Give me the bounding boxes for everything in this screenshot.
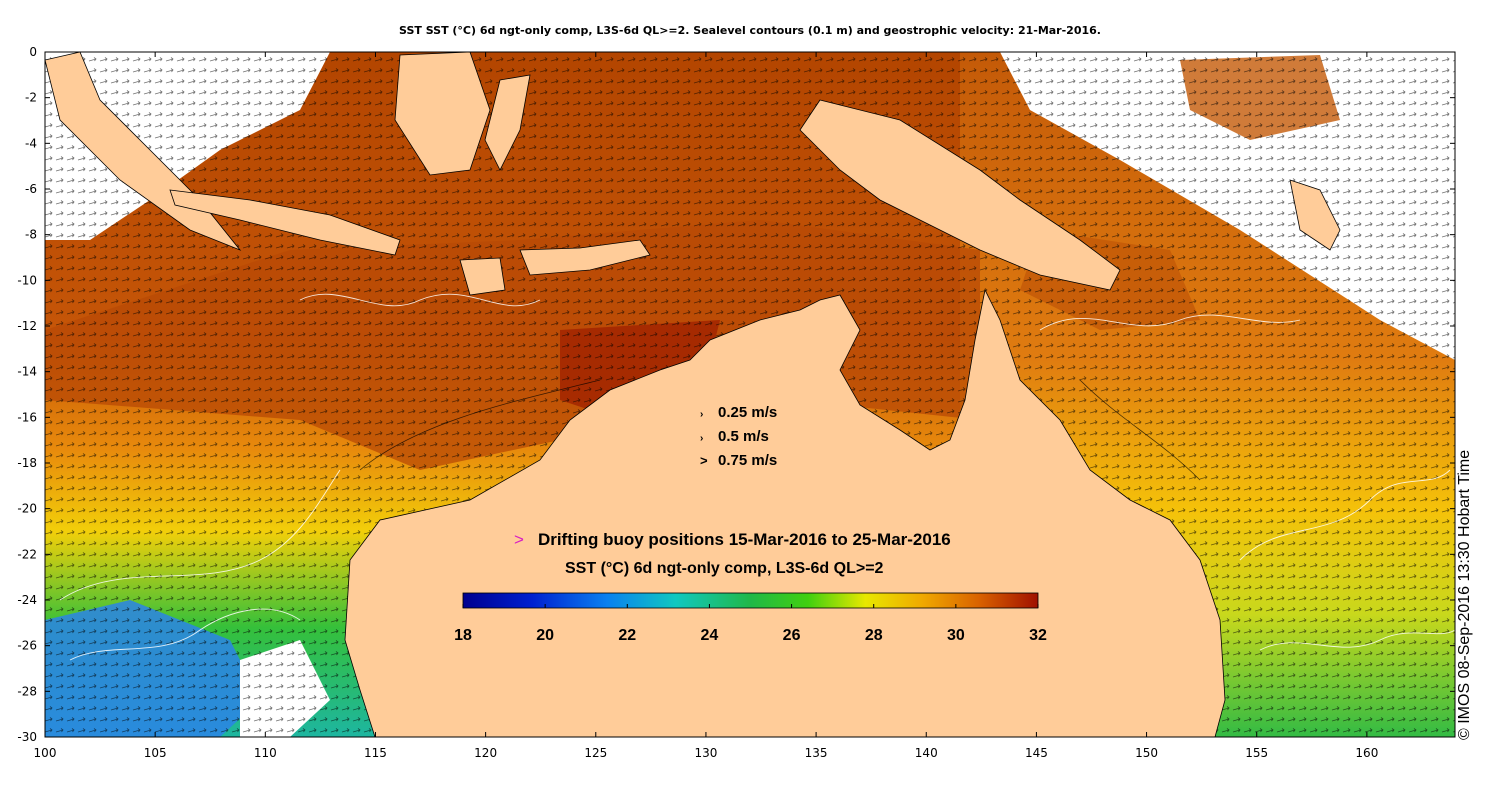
colorbar-tick-label: 26	[783, 627, 801, 644]
x-tick-label: 145	[1025, 746, 1048, 760]
java-land	[169, 189, 401, 256]
x-tick-label: 115	[364, 746, 387, 760]
x-tick-label: 105	[144, 746, 167, 760]
y-tick-label: -20	[17, 502, 37, 516]
y-tick-label: -22	[17, 547, 37, 561]
buoy-legend-label: Drifting buoy positions 15-Mar-2016 to 2…	[537, 530, 951, 549]
colorbar-tick-label: 30	[947, 627, 965, 644]
y-tick-label: -2	[25, 91, 37, 105]
velocity-label: 0.25 m/s	[718, 404, 778, 421]
colorbar-title: SST (°C) 6d ngt-only comp, L3S-6d QL>=2	[565, 560, 884, 577]
y-tick-label: -4	[25, 136, 37, 150]
x-axis: 100 105 110 115 120 125 130 135 140 145 150 155 160	[34, 52, 1378, 760]
y-tick-label: -24	[17, 593, 37, 607]
velocity-legend-row: › 0.5 m/s	[700, 428, 769, 445]
solomon-islands-land	[1289, 179, 1341, 251]
colorbar-tick-label: 18	[454, 627, 472, 644]
x-tick-label: 110	[254, 746, 277, 760]
colorbar-tick-label: 28	[865, 627, 883, 644]
y-axis: 0 -2 -4 -6 -8 -10 -12 -14 -16 -18 -20 -22 -24 -26 -28 -…	[17, 45, 1455, 744]
velocity-legend-row: >0.75 m/s	[700, 452, 777, 469]
map-field	[45, 52, 1455, 737]
x-tick-label: 120	[474, 746, 497, 760]
y-tick-label: -6	[25, 182, 37, 196]
x-tick-label: 160	[1355, 746, 1378, 760]
y-tick-label: -14	[17, 365, 37, 379]
x-tick-label: 135	[805, 746, 828, 760]
colorbar-tick-label: 24	[701, 627, 719, 644]
buoy-legend: > Drifting buoy positions 15-Mar-2016 to …	[514, 530, 951, 550]
velocity-label: 0.5 m/s	[718, 428, 769, 445]
buoy-marker-icon: >	[514, 530, 524, 549]
x-tick-label: 140	[915, 746, 938, 760]
x-tick-label: 125	[584, 746, 607, 760]
new-guinea-land	[799, 99, 1121, 291]
velocity-arrow-icon: ›	[700, 433, 704, 444]
y-tick-label: -8	[25, 228, 37, 242]
borneo-land	[394, 52, 491, 176]
sumba-land	[459, 257, 506, 296]
australia-land	[344, 288, 1226, 737]
x-tick-label: 100	[34, 746, 57, 760]
velocity-legend-row: › 0.25 m/s	[700, 404, 777, 421]
imos-credit: © IMOS 08-Sep-2016 13:30 Hobart Time	[1456, 449, 1473, 740]
x-tick-label: 150	[1135, 746, 1158, 760]
y-tick-label: -28	[17, 684, 37, 698]
y-tick-label: -12	[17, 319, 37, 333]
sulawesi-land	[484, 74, 531, 171]
colorbar-tick-label: 32	[1029, 627, 1047, 644]
sealevel-contours-neg	[359, 379, 1201, 481]
map-title: SST SST (°C) 6d ngt-only comp, L3S-6d QL…	[399, 24, 1101, 37]
velocity-label: 0.75 m/s	[718, 452, 778, 469]
y-tick-label: -10	[17, 273, 37, 287]
sealevel-contours	[59, 293, 1455, 661]
y-tick-label: -18	[17, 456, 37, 470]
velocity-arrow-icon: ›	[700, 409, 704, 420]
sst-colorbar	[462, 592, 1039, 609]
colorbar-tick-label: 22	[618, 627, 636, 644]
colorbar-ticks: 18 20 22 24 26 28 30 32	[454, 604, 1047, 644]
x-tick-label: 130	[694, 746, 717, 760]
y-tick-label: -16	[17, 410, 37, 424]
y-tick-label: -30	[17, 730, 37, 744]
timor-land	[519, 239, 651, 276]
y-tick-label: 0	[29, 45, 37, 59]
x-tick-label: 155	[1245, 746, 1268, 760]
plot-frame	[44, 51, 1456, 738]
colorbar-tick-label: 20	[536, 627, 554, 644]
y-tick-label: -26	[17, 639, 37, 653]
velocity-arrow-icon: >	[700, 453, 708, 468]
